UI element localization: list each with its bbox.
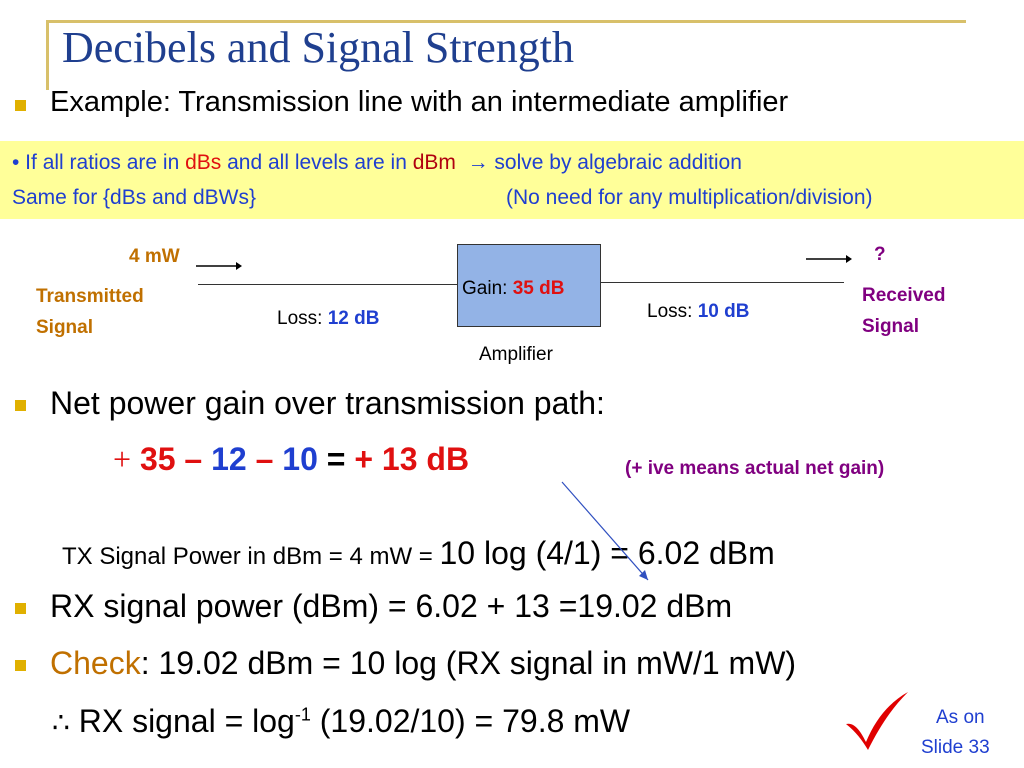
loss2-label: Loss: 10 dB xyxy=(647,301,750,322)
rx-arrow-icon xyxy=(806,255,852,263)
connector-arrow-icon xyxy=(561,481,649,581)
bullet-marker xyxy=(15,100,26,111)
rx-label-line2: Signal xyxy=(862,316,920,337)
gain-label: Gain: 35 dB xyxy=(462,278,565,299)
checkmark-icon xyxy=(846,692,908,750)
transmission-line-1 xyxy=(198,284,457,285)
reference-line2: Slide 33 xyxy=(921,737,990,758)
tx-arrow-icon xyxy=(196,262,242,270)
bullet-marker xyxy=(15,660,26,671)
dbs-text: dBs xyxy=(185,151,222,174)
rx-power-bullet-text: RX signal power (dBm) = 6.02 + 13 =19.02… xyxy=(50,588,733,624)
loss1-label: Loss: 12 dB xyxy=(277,308,380,329)
net-gain-equation: + 35 – 12 – 10 = + 13 dB xyxy=(113,441,470,477)
example-bullet-text: Example: Transmission line with an inter… xyxy=(50,86,789,118)
therefore-icon: ∴ xyxy=(52,706,70,739)
amplifier-box xyxy=(457,244,601,327)
amplifier-label: Amplifier xyxy=(479,344,553,365)
note-line-2-right: (No need for any multiplication/division… xyxy=(506,186,873,209)
tx-label-line2: Signal xyxy=(36,317,94,338)
note-line-1: • If all ratios are in dBs and all level… xyxy=(12,151,742,174)
title-frame-horizontal xyxy=(46,20,966,23)
note-box: • If all ratios are in dBs and all level… xyxy=(0,141,1024,219)
net-gain-remark: (+ ive means actual net gain) xyxy=(625,458,885,479)
net-gain-bullet-text: Net power gain over transmission path: xyxy=(50,385,605,421)
reference-line1: As on xyxy=(936,707,985,728)
check-bullet-text: Check: 19.02 dBm = 10 log (RX signal in … xyxy=(50,645,797,681)
note-line-2-left: Same for {dBs and dBWs} xyxy=(12,186,256,209)
tx-power-line: TX Signal Power in dBm = 4 mW = 10 log (… xyxy=(62,535,775,571)
rx-label-line1: Received xyxy=(862,285,946,306)
transmission-line-2 xyxy=(601,282,844,283)
title-frame-vertical xyxy=(46,20,49,90)
tx-power-label: 4 mW xyxy=(129,246,180,267)
rx-unknown: ? xyxy=(874,244,886,265)
bullet-marker xyxy=(15,400,26,411)
dbm-text: dBm xyxy=(412,151,456,174)
right-arrow-icon: → xyxy=(467,151,489,174)
therefore-line: ∴ RX signal = log-1 (19.02/10) = 79.8 mW xyxy=(52,703,631,739)
bullet-marker xyxy=(15,603,26,614)
slide-title: Decibels and Signal Strength xyxy=(62,23,575,72)
tx-label-line1: Transmitted xyxy=(36,286,144,307)
